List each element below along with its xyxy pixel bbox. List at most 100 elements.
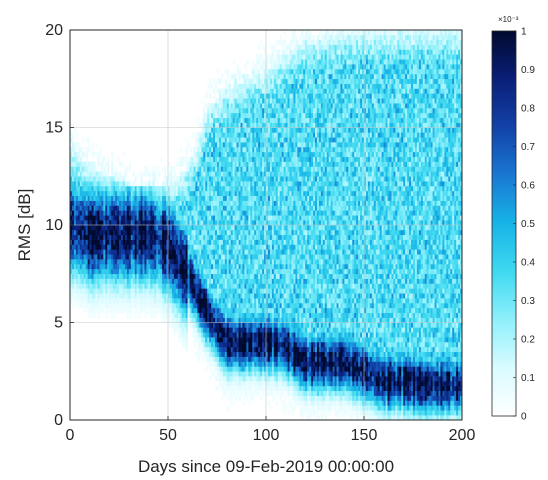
heatmap-cell — [258, 371, 261, 377]
heatmap-cell — [269, 200, 273, 206]
heatmap-cell — [269, 122, 273, 128]
heatmap-cell — [273, 307, 277, 314]
heatmap-cell — [271, 190, 275, 197]
heatmap-cell — [244, 254, 247, 260]
heatmap-cell — [130, 210, 134, 216]
heatmap-cell — [228, 142, 232, 148]
heatmap-cell — [158, 239, 161, 245]
heatmap-cell — [122, 210, 126, 216]
heatmap-cell — [173, 317, 177, 323]
heatmap-cell — [197, 244, 200, 250]
heatmap-cell — [228, 181, 232, 187]
heatmap-cell — [258, 44, 261, 50]
heatmap-cell — [85, 259, 88, 265]
heatmap-cell — [222, 122, 226, 128]
heatmap-cell — [81, 210, 85, 216]
heatmap-cell — [181, 293, 184, 299]
heatmap-cell — [95, 293, 98, 299]
heatmap-cell — [193, 171, 196, 177]
heatmap-cell — [175, 200, 179, 206]
heatmap-cell — [122, 181, 126, 187]
heatmap-cell — [213, 229, 216, 236]
heatmap-cell — [113, 215, 116, 221]
heatmap-cell — [187, 288, 190, 294]
heatmap-cell — [193, 161, 196, 167]
heatmap-cell — [81, 293, 85, 299]
heatmap-cell — [256, 303, 259, 309]
heatmap-cell — [95, 244, 98, 250]
heatmap-cell — [254, 244, 257, 250]
heatmap-cell — [260, 317, 263, 323]
heatmap-cell — [89, 220, 92, 226]
heatmap-cell — [228, 151, 232, 158]
heatmap-cell — [191, 156, 194, 162]
heatmap-cell — [193, 166, 196, 172]
heatmap-cell — [138, 264, 141, 270]
heatmap-cell — [209, 273, 212, 279]
heatmap-cell — [228, 356, 232, 362]
heatmap-cell — [93, 312, 96, 318]
heatmap-cell — [146, 298, 149, 304]
heatmap-cell — [246, 161, 249, 167]
heatmap-cell — [73, 205, 77, 211]
heatmap-cell — [146, 259, 149, 265]
heatmap-cell — [260, 307, 263, 314]
heatmap-cell — [107, 288, 110, 294]
heatmap-cell — [218, 298, 222, 304]
heatmap-cell — [183, 298, 186, 304]
heatmap-cell — [89, 307, 92, 314]
heatmap-cell — [262, 142, 265, 148]
heatmap-cell — [173, 220, 177, 226]
heatmap-cell — [269, 117, 273, 123]
heatmap-cell — [264, 103, 267, 109]
heatmap-cell — [122, 283, 126, 289]
heatmap-cell — [262, 147, 265, 153]
heatmap-cell — [205, 307, 208, 314]
heatmap-cell — [140, 288, 143, 294]
heatmap-cell — [144, 273, 147, 279]
heatmap-cell — [226, 127, 230, 133]
heatmap-cell — [246, 137, 249, 143]
heatmap-cell — [101, 283, 104, 289]
heatmap-cell — [113, 225, 116, 231]
heatmap-cell — [140, 220, 143, 226]
heatmap-cell — [166, 273, 169, 279]
heatmap-cell — [168, 268, 171, 275]
heatmap-cell — [189, 298, 192, 304]
heatmap-cell — [262, 361, 265, 367]
heatmap-cell — [258, 234, 261, 240]
heatmap-cell — [217, 234, 220, 240]
heatmap-cell — [71, 176, 75, 182]
heatmap-cell — [264, 244, 267, 250]
heatmap-cell — [271, 88, 275, 94]
heatmap-cell — [103, 273, 106, 279]
heatmap-cell — [218, 205, 222, 211]
heatmap-cell — [228, 259, 232, 265]
heatmap-cell — [266, 78, 269, 84]
heatmap-cell — [173, 283, 177, 289]
heatmap-cell — [246, 322, 249, 328]
heatmap-cell — [168, 215, 171, 221]
heatmap-cell — [264, 239, 267, 245]
heatmap-cell — [201, 268, 204, 275]
heatmap-cell — [195, 186, 198, 192]
heatmap-cell — [144, 220, 147, 226]
heatmap-cell — [283, 234, 286, 240]
heatmap-cell — [132, 195, 135, 201]
heatmap-cell — [199, 151, 202, 158]
heatmap-cell — [250, 78, 253, 84]
heatmap-cell — [262, 103, 265, 109]
heatmap-cell — [224, 156, 228, 162]
heatmap-cell — [264, 176, 267, 182]
heatmap-cell — [277, 385, 281, 392]
heatmap-cell — [185, 288, 188, 294]
heatmap-cell — [267, 69, 271, 75]
heatmap-cell — [252, 108, 255, 114]
heatmap-cell — [236, 395, 239, 401]
heatmap-cell — [77, 210, 81, 216]
heatmap-cell — [262, 312, 265, 318]
heatmap-cell — [148, 215, 151, 221]
heatmap-cell — [171, 307, 175, 314]
heatmap-cell — [281, 103, 284, 109]
heatmap-cell — [187, 161, 190, 167]
